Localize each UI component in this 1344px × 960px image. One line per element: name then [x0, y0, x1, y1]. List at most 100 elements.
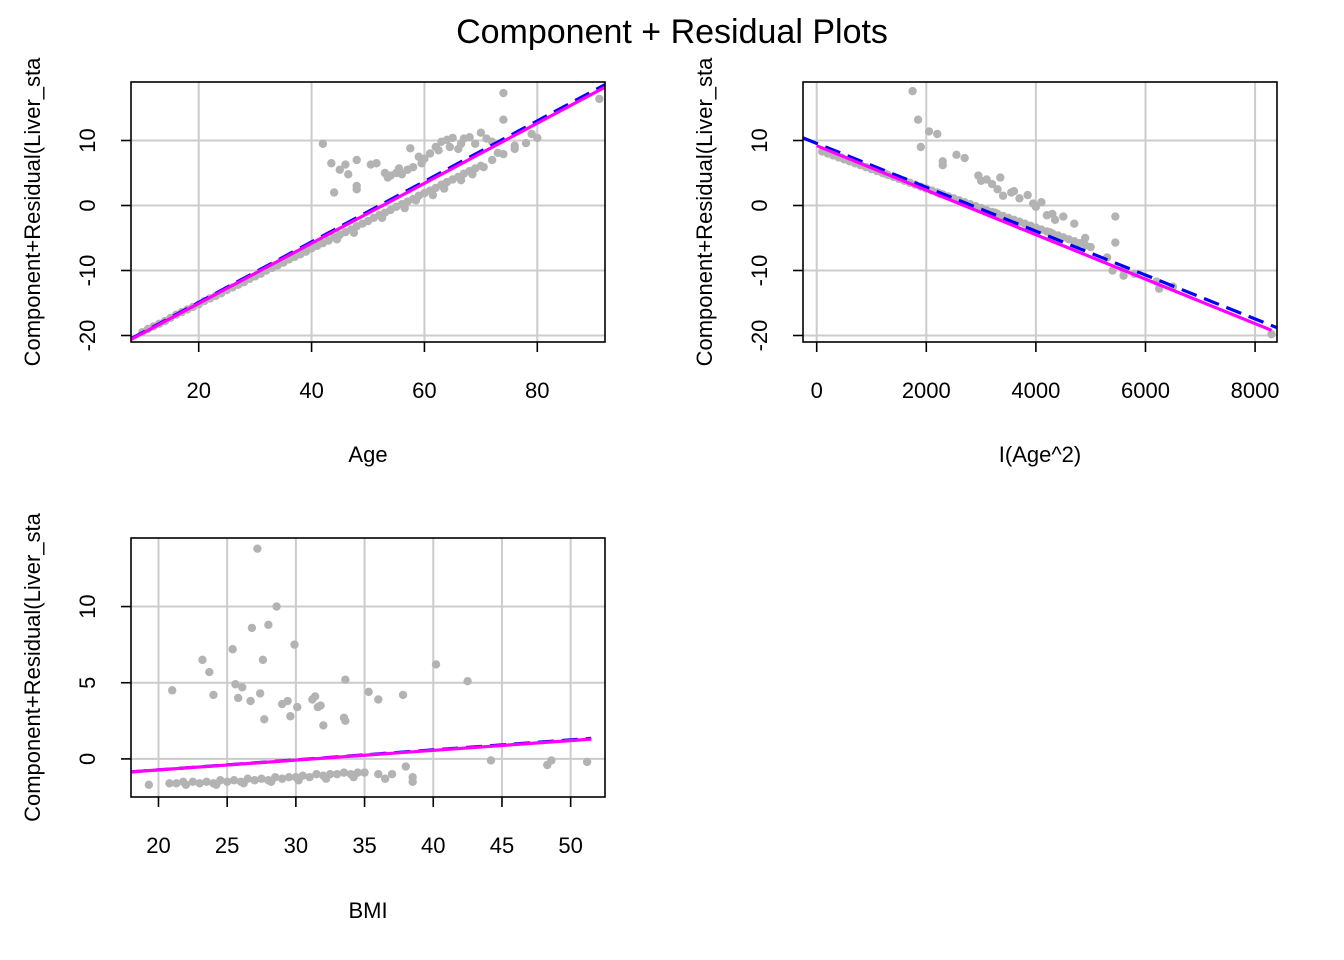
data-point	[465, 133, 474, 142]
data-point	[238, 683, 247, 692]
data-point	[476, 128, 486, 137]
x-tick-label: 0	[811, 378, 823, 403]
data-point	[332, 769, 342, 779]
data-point	[1015, 194, 1024, 203]
data-point	[181, 780, 191, 790]
data-point	[231, 680, 240, 689]
data-point	[400, 203, 409, 213]
y-tick-label: -20	[75, 320, 100, 352]
data-point	[406, 144, 415, 153]
data-point	[996, 173, 1005, 182]
data-point	[434, 146, 443, 155]
x-tick-label: 20	[146, 833, 170, 858]
data-point	[258, 655, 268, 665]
x-tick-label: 50	[558, 833, 582, 858]
data-point	[264, 620, 273, 630]
y-tick-label: 0	[747, 199, 772, 211]
data-point	[277, 774, 287, 783]
data-point	[329, 188, 339, 197]
data-point	[372, 159, 381, 168]
smooth-line	[131, 85, 605, 341]
x-tick-label: 40	[421, 833, 445, 858]
data-point	[266, 777, 276, 786]
y-tick-label: 10	[75, 594, 100, 618]
data-point	[487, 155, 497, 165]
data-point	[499, 115, 508, 124]
data-point	[341, 160, 350, 169]
data-point	[349, 228, 359, 237]
data-point	[1070, 219, 1079, 228]
data-point	[209, 690, 218, 700]
data-point	[349, 772, 358, 782]
data-point	[463, 677, 472, 686]
y-tick-label: 10	[75, 128, 100, 152]
x-tick-label: 35	[352, 833, 376, 858]
data-point	[272, 602, 281, 611]
data-point	[1050, 215, 1060, 224]
data-point	[168, 686, 177, 695]
plot-frame	[802, 81, 1278, 343]
data-point	[239, 779, 248, 788]
data-point	[344, 170, 353, 179]
data-point	[293, 702, 302, 712]
data-point	[448, 133, 457, 143]
data-point	[445, 142, 455, 152]
data-point	[471, 139, 480, 148]
data-point	[332, 235, 342, 244]
data-point	[431, 660, 441, 669]
data-point	[425, 149, 435, 158]
data-point	[352, 155, 361, 165]
data-point	[255, 689, 265, 698]
data-point	[428, 190, 438, 200]
data-point	[205, 667, 214, 677]
y-axis-label: Component+Residual(Liver_sta	[692, 57, 717, 367]
data-point	[397, 170, 407, 179]
data-point	[1045, 227, 1054, 237]
data-point	[408, 777, 417, 786]
x-tick-label: 2000	[902, 378, 951, 403]
data-point	[360, 768, 369, 777]
x-tick-label: 45	[490, 833, 514, 858]
y-tick-label: 5	[75, 677, 100, 689]
data-point	[233, 693, 243, 703]
data-point	[310, 692, 320, 701]
data-point	[318, 139, 328, 148]
data-point	[547, 756, 556, 765]
data-point	[352, 185, 361, 194]
data-point	[283, 696, 292, 706]
data-point	[486, 756, 496, 765]
x-tick-label: 40	[299, 378, 323, 403]
plot-frame	[130, 81, 606, 343]
data-point	[938, 161, 947, 170]
data-point	[286, 712, 295, 721]
data-point	[479, 162, 488, 172]
data-point	[321, 774, 331, 783]
figure-title: Component + Residual Plots	[456, 13, 888, 51]
data-point	[408, 162, 418, 172]
data-point	[1081, 233, 1090, 243]
data-point	[439, 184, 449, 193]
plot-frame	[130, 537, 606, 798]
data-point	[527, 129, 536, 139]
x-tick-label: 6000	[1121, 378, 1170, 403]
smooth-line	[816, 144, 1273, 332]
y-tick-label: 10	[747, 128, 772, 152]
data-point	[211, 780, 221, 790]
data-point	[916, 142, 926, 152]
x-axis-label: I(Age^2)	[999, 442, 1081, 467]
y-axis-label: Component+Residual(Liver_sta	[20, 57, 45, 367]
x-tick-label: 60	[412, 378, 436, 403]
data-point	[1267, 330, 1276, 339]
x-tick-label: 20	[186, 378, 210, 403]
data-point	[202, 777, 211, 786]
panel-age: 20 40 60 80 -20 -10 0 10 Age Component+Residual(L…	[20, 57, 606, 467]
data-point	[987, 179, 997, 189]
data-point	[924, 127, 934, 136]
data-point	[420, 154, 429, 163]
y-tick-label: 0	[75, 753, 100, 765]
data-point	[284, 772, 294, 782]
data-point	[398, 690, 408, 700]
x-axis-label: BMI	[348, 898, 387, 923]
data-point	[246, 696, 255, 706]
